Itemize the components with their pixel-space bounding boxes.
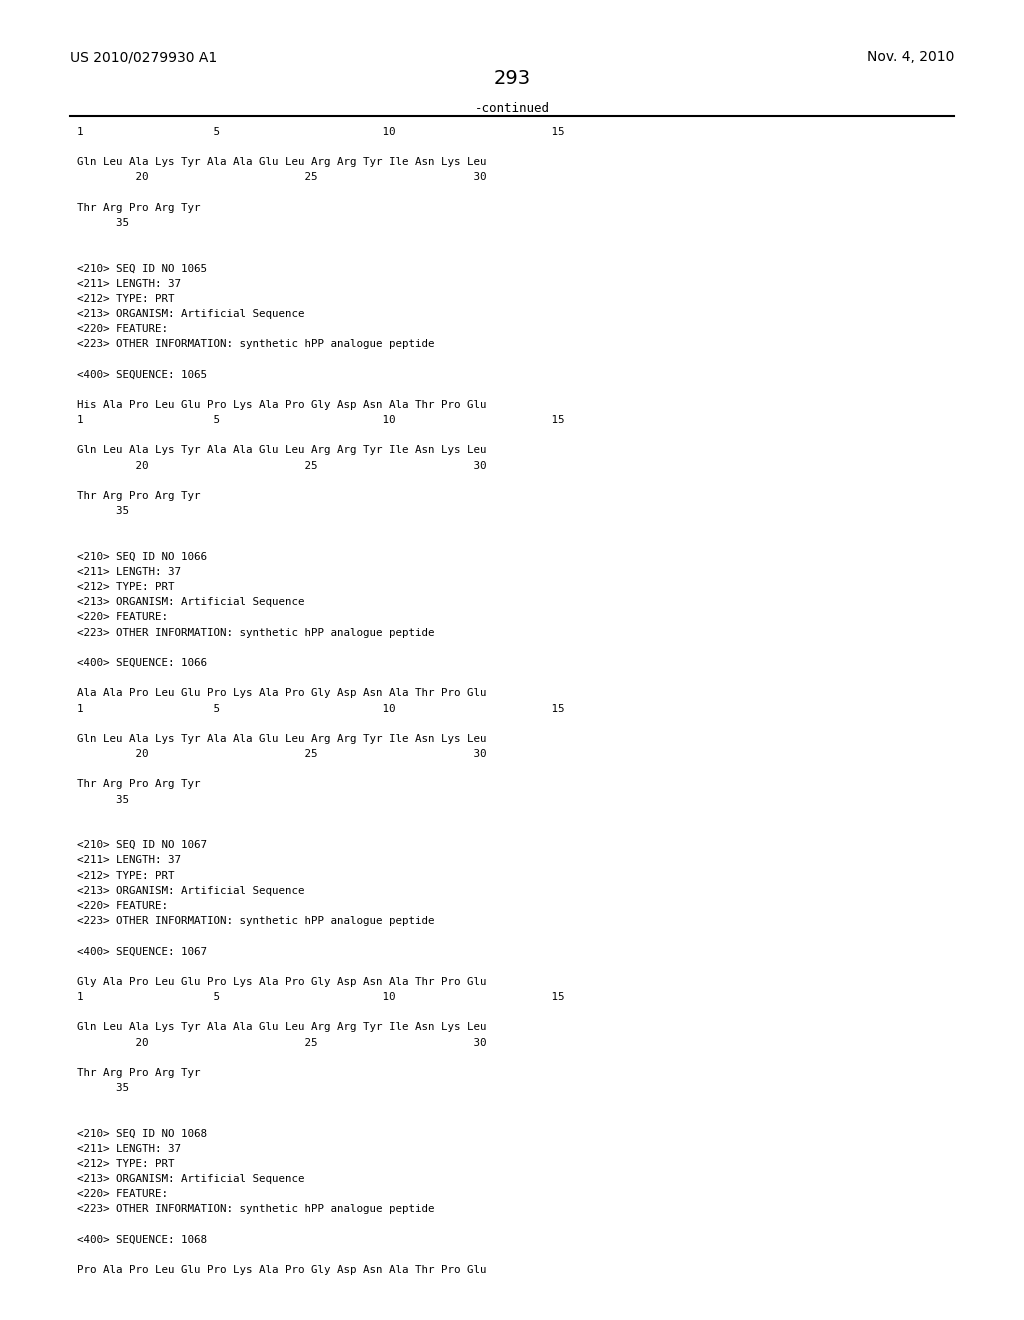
Text: 20                        25                        30: 20 25 30 bbox=[77, 1038, 486, 1048]
Text: Thr Arg Pro Arg Tyr: Thr Arg Pro Arg Tyr bbox=[77, 779, 201, 789]
Text: <400> SEQUENCE: 1067: <400> SEQUENCE: 1067 bbox=[77, 946, 207, 957]
Text: His Ala Pro Leu Glu Pro Lys Ala Pro Gly Asp Asn Ala Thr Pro Glu: His Ala Pro Leu Glu Pro Lys Ala Pro Gly … bbox=[77, 400, 486, 411]
Text: 1                    5                         10                        15: 1 5 10 15 bbox=[77, 991, 564, 1002]
Text: <212> TYPE: PRT: <212> TYPE: PRT bbox=[77, 1159, 174, 1170]
Text: 35: 35 bbox=[77, 1082, 129, 1093]
Text: Gly Ala Pro Leu Glu Pro Lys Ala Pro Gly Asp Asn Ala Thr Pro Glu: Gly Ala Pro Leu Glu Pro Lys Ala Pro Gly … bbox=[77, 977, 486, 987]
Text: 1                    5                         10                        15: 1 5 10 15 bbox=[77, 704, 564, 714]
Text: <220> FEATURE:: <220> FEATURE: bbox=[77, 612, 168, 623]
Text: Gln Leu Ala Lys Tyr Ala Ala Glu Leu Arg Arg Tyr Ile Asn Lys Leu: Gln Leu Ala Lys Tyr Ala Ala Glu Leu Arg … bbox=[77, 734, 486, 744]
Text: <211> LENGTH: 37: <211> LENGTH: 37 bbox=[77, 566, 181, 577]
Text: 20                        25                        30: 20 25 30 bbox=[77, 748, 486, 759]
Text: Pro Ala Pro Leu Glu Pro Lys Ala Pro Gly Asp Asn Ala Thr Pro Glu: Pro Ala Pro Leu Glu Pro Lys Ala Pro Gly … bbox=[77, 1265, 486, 1275]
Text: <220> FEATURE:: <220> FEATURE: bbox=[77, 323, 168, 334]
Text: <223> OTHER INFORMATION: synthetic hPP analogue peptide: <223> OTHER INFORMATION: synthetic hPP a… bbox=[77, 916, 434, 927]
Text: <400> SEQUENCE: 1066: <400> SEQUENCE: 1066 bbox=[77, 657, 207, 668]
Text: 293: 293 bbox=[494, 69, 530, 87]
Text: 1                    5                         10                        15: 1 5 10 15 bbox=[77, 414, 564, 425]
Text: 1                    5                         10                        15: 1 5 10 15 bbox=[77, 127, 564, 137]
Text: 35: 35 bbox=[77, 218, 129, 228]
Text: 35: 35 bbox=[77, 506, 129, 516]
Text: Gln Leu Ala Lys Tyr Ala Ala Glu Leu Arg Arg Tyr Ile Asn Lys Leu: Gln Leu Ala Lys Tyr Ala Ala Glu Leu Arg … bbox=[77, 445, 486, 455]
Text: Nov. 4, 2010: Nov. 4, 2010 bbox=[867, 50, 954, 65]
Text: <211> LENGTH: 37: <211> LENGTH: 37 bbox=[77, 1143, 181, 1154]
Text: <400> SEQUENCE: 1065: <400> SEQUENCE: 1065 bbox=[77, 370, 207, 380]
Text: <212> TYPE: PRT: <212> TYPE: PRT bbox=[77, 582, 174, 593]
Text: Thr Arg Pro Arg Tyr: Thr Arg Pro Arg Tyr bbox=[77, 1068, 201, 1078]
Text: <213> ORGANISM: Artificial Sequence: <213> ORGANISM: Artificial Sequence bbox=[77, 886, 304, 896]
Text: <220> FEATURE:: <220> FEATURE: bbox=[77, 900, 168, 911]
Text: <212> TYPE: PRT: <212> TYPE: PRT bbox=[77, 870, 174, 880]
Text: <223> OTHER INFORMATION: synthetic hPP analogue peptide: <223> OTHER INFORMATION: synthetic hPP a… bbox=[77, 339, 434, 350]
Text: Thr Arg Pro Arg Tyr: Thr Arg Pro Arg Tyr bbox=[77, 491, 201, 502]
Text: 20                        25                        30: 20 25 30 bbox=[77, 172, 486, 182]
Text: <210> SEQ ID NO 1068: <210> SEQ ID NO 1068 bbox=[77, 1129, 207, 1139]
Text: <223> OTHER INFORMATION: synthetic hPP analogue peptide: <223> OTHER INFORMATION: synthetic hPP a… bbox=[77, 1204, 434, 1214]
Text: <210> SEQ ID NO 1065: <210> SEQ ID NO 1065 bbox=[77, 263, 207, 273]
Text: <213> ORGANISM: Artificial Sequence: <213> ORGANISM: Artificial Sequence bbox=[77, 309, 304, 319]
Text: <223> OTHER INFORMATION: synthetic hPP analogue peptide: <223> OTHER INFORMATION: synthetic hPP a… bbox=[77, 627, 434, 638]
Text: <213> ORGANISM: Artificial Sequence: <213> ORGANISM: Artificial Sequence bbox=[77, 597, 304, 607]
Text: 20                        25                        30: 20 25 30 bbox=[77, 461, 486, 471]
Text: <400> SEQUENCE: 1068: <400> SEQUENCE: 1068 bbox=[77, 1234, 207, 1245]
Text: <220> FEATURE:: <220> FEATURE: bbox=[77, 1189, 168, 1200]
Text: 35: 35 bbox=[77, 795, 129, 805]
Text: <212> TYPE: PRT: <212> TYPE: PRT bbox=[77, 293, 174, 304]
Text: <213> ORGANISM: Artificial Sequence: <213> ORGANISM: Artificial Sequence bbox=[77, 1173, 304, 1184]
Text: <211> LENGTH: 37: <211> LENGTH: 37 bbox=[77, 855, 181, 866]
Text: US 2010/0279930 A1: US 2010/0279930 A1 bbox=[70, 50, 217, 65]
Text: Thr Arg Pro Arg Tyr: Thr Arg Pro Arg Tyr bbox=[77, 202, 201, 213]
Text: Ala Ala Pro Leu Glu Pro Lys Ala Pro Gly Asp Asn Ala Thr Pro Glu: Ala Ala Pro Leu Glu Pro Lys Ala Pro Gly … bbox=[77, 688, 486, 698]
Text: Gln Leu Ala Lys Tyr Ala Ala Glu Leu Arg Arg Tyr Ile Asn Lys Leu: Gln Leu Ala Lys Tyr Ala Ala Glu Leu Arg … bbox=[77, 1022, 486, 1032]
Text: <211> LENGTH: 37: <211> LENGTH: 37 bbox=[77, 279, 181, 289]
Text: -continued: -continued bbox=[474, 102, 550, 115]
Text: <210> SEQ ID NO 1066: <210> SEQ ID NO 1066 bbox=[77, 552, 207, 562]
Text: Gln Leu Ala Lys Tyr Ala Ala Glu Leu Arg Arg Tyr Ile Asn Lys Leu: Gln Leu Ala Lys Tyr Ala Ala Glu Leu Arg … bbox=[77, 157, 486, 168]
Text: <210> SEQ ID NO 1067: <210> SEQ ID NO 1067 bbox=[77, 840, 207, 850]
